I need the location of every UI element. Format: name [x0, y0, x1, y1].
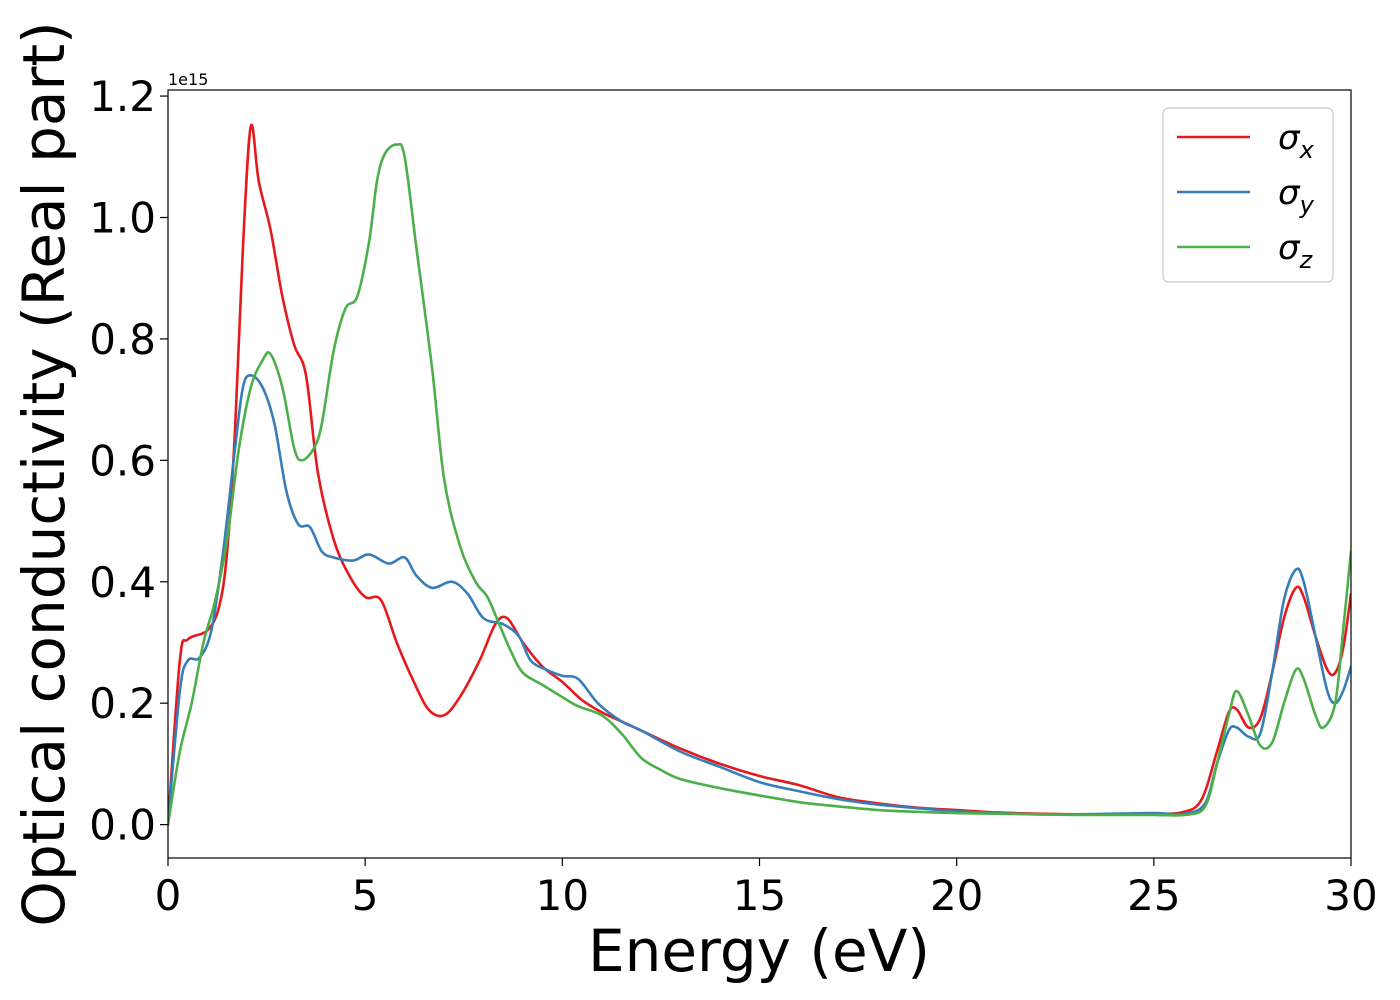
series-line-x — [168, 123, 1351, 826]
x-tick-label: 30 — [1324, 871, 1377, 920]
y-tick-label: 0.8 — [89, 315, 156, 364]
legend-label-z: σz — [1278, 228, 1314, 274]
y-axis-offset-label: 1e15 — [168, 70, 208, 89]
y-axis-label: Optical conductivity (Real part) — [10, 21, 78, 926]
legend-box — [1162, 107, 1334, 283]
x-tick-label: 20 — [930, 871, 983, 920]
x-tick-label: 15 — [733, 871, 786, 920]
x-axis-label: Energy (eV) — [588, 917, 930, 985]
legend-entries: σx σy σz — [1177, 118, 1315, 274]
legend: σx σy σz — [1162, 107, 1334, 283]
y-tick-label: 0.0 — [89, 801, 156, 850]
x-tick-label: 25 — [1127, 871, 1180, 920]
ticks-layer: 0 5 10 15 20 25 30 0.0 0.2 0.4 0.6 0.8 1.0 1.2 — [89, 72, 1378, 920]
legend-label-y: σy — [1278, 173, 1315, 219]
legend-label-x: σx — [1278, 118, 1315, 164]
series-layer — [168, 123, 1351, 826]
x-tick-label: 0 — [155, 871, 182, 920]
y-tick-label: 0.2 — [89, 679, 156, 728]
y-tick-label: 1.0 — [89, 193, 156, 242]
y-tick-label: 0.4 — [89, 558, 156, 607]
y-tick-label: 1.2 — [89, 72, 156, 121]
series-line-y — [168, 374, 1351, 826]
series-line-z — [168, 142, 1351, 826]
y-tick-label: 0.6 — [89, 436, 156, 485]
x-tick-label: 5 — [352, 871, 379, 920]
x-tick-label: 10 — [536, 871, 589, 920]
